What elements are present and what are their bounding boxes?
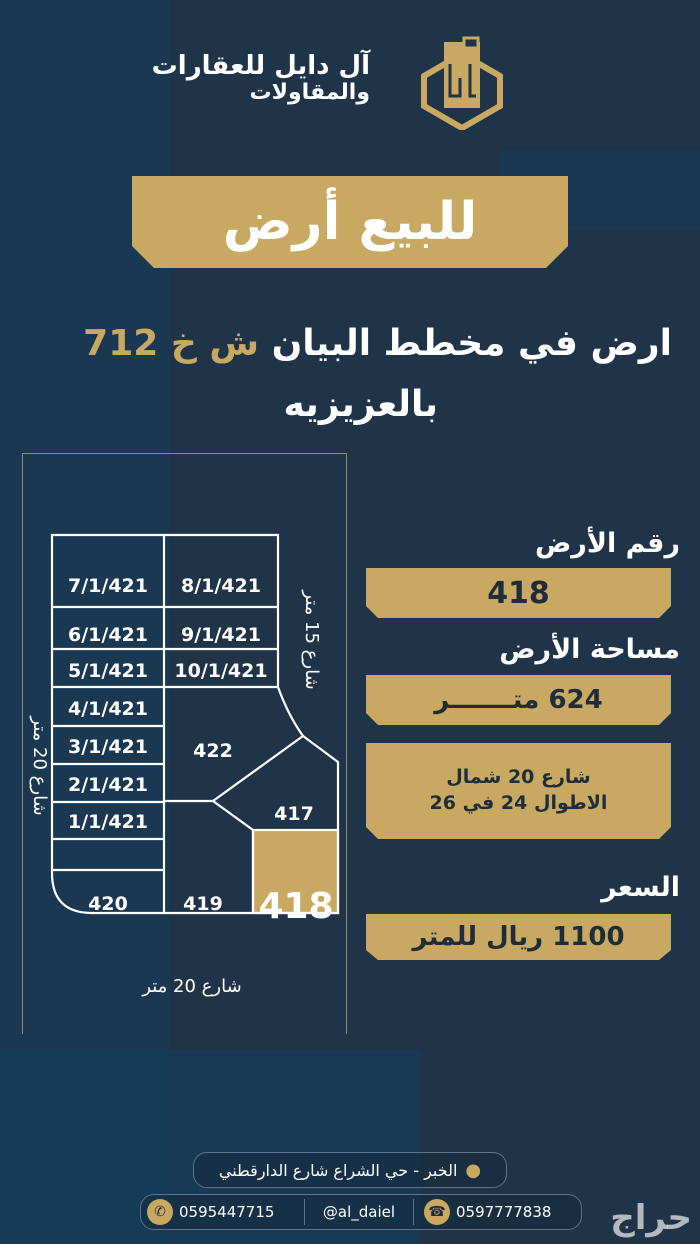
whatsapp-icon: ✆: [147, 1199, 173, 1225]
dimensions-line1: شارع 20 شمال: [446, 766, 591, 789]
street-label-right: شارع 15 متر: [301, 589, 322, 689]
lot-label: 420: [88, 893, 128, 915]
phone-number: 0597777838: [456, 1203, 552, 1221]
lot-label-highlighted: 418: [258, 886, 333, 927]
lot-number-label: رقم الأرض: [534, 528, 680, 559]
lot-number-value: 418: [366, 568, 671, 618]
address-text: الخبر - حي الشراع شارع الدارقطني: [218, 1160, 458, 1180]
listing-subtitle: ارض في مخطط البيان ش خ 712: [20, 322, 672, 365]
lot-label: 417: [274, 803, 314, 825]
area-text: 624 متـــــــر: [434, 685, 603, 715]
dimensions-box: شارع 20 شمال الاطوال 24 في 26: [366, 743, 671, 839]
address-pill: ● الخبر - حي الشراع شارع الدارقطني: [193, 1152, 507, 1188]
company-name-line2: والمقاولات: [249, 79, 370, 105]
price-label: السعر: [601, 872, 680, 903]
for-sale-title: للبيع أرض: [222, 192, 478, 252]
banner-background: [132, 176, 568, 268]
lot-label: 6/1/421: [68, 624, 148, 646]
street-label-bottom: شارع 20 متر: [141, 976, 241, 997]
lot-label: 419: [183, 893, 223, 915]
lot-label: 3/1/421: [68, 736, 148, 758]
lot-label: 5/1/421: [68, 660, 148, 682]
price-value: 1100 ريال للمتر: [366, 914, 671, 960]
phone-contact[interactable]: ☎ 0597777838: [414, 1199, 581, 1225]
map-outline: [50, 533, 340, 915]
company-name: آل دايل للعقارات والمقاولات: [152, 52, 370, 105]
area-value: 624 متـــــــر: [366, 675, 671, 725]
lot-label: 422: [193, 740, 233, 762]
social-handle[interactable]: @al_daiel: [304, 1199, 414, 1225]
whatsapp-contact[interactable]: ✆ 0595447715: [141, 1199, 304, 1225]
map-frame: [22, 453, 347, 1034]
whatsapp-number: 0595447715: [179, 1203, 275, 1221]
area-label: مساحة الأرض: [499, 634, 680, 665]
lot-number-text: 418: [487, 575, 550, 611]
lot-label: 9/1/421: [181, 624, 261, 646]
company-name-line1: آل دايل للعقارات: [151, 51, 370, 81]
lot-label: 2/1/421: [68, 774, 148, 796]
lot-label: 1/1/421: [68, 811, 148, 833]
price-text: 1100 ريال للمتر: [412, 922, 625, 952]
subtitle-main: ارض في مخطط البيان: [271, 323, 672, 364]
street-label-left: شارع 20 متر: [29, 715, 50, 815]
phone-icon: ☎: [424, 1199, 450, 1225]
building-logo-icon: [421, 36, 503, 130]
lot-label: 4/1/421: [68, 698, 148, 720]
lot-label: 8/1/421: [181, 575, 261, 597]
haraj-watermark: حراج: [610, 1198, 692, 1238]
subtitle-plan: ش خ 712: [83, 323, 260, 364]
lot-label: 7/1/421: [68, 575, 148, 597]
contact-bar: ✆ 0595447715 @al_daiel ☎ 0597777838: [140, 1194, 582, 1230]
subtitle-district: بالعزيزيه: [283, 384, 438, 425]
location-pin-icon: ●: [465, 1159, 482, 1181]
dimensions-line2: الاطوال 24 في 26: [429, 792, 608, 814]
lot-label: 10/1/421: [174, 660, 267, 682]
